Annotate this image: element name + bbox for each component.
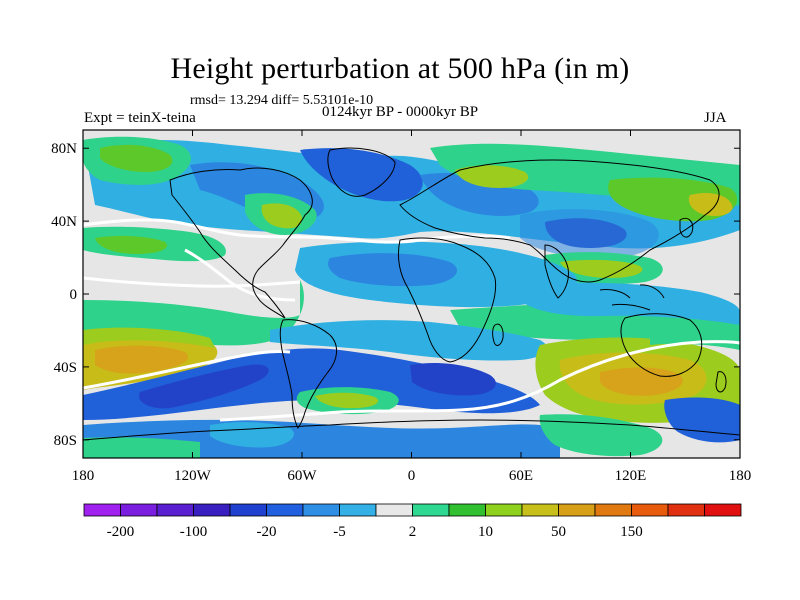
stats-text: rmsd= 13.294 diff= 5.53101e-10 [190, 93, 374, 108]
colorbar-label: -20 [257, 524, 277, 540]
field-lightblue-africa [328, 253, 458, 287]
field-lime-nam [261, 203, 303, 229]
colorbar-label: 50 [551, 524, 566, 540]
y-tick-label: 40S [54, 360, 77, 376]
plot-title: Height perturbation at 500 hPa (in m) [170, 52, 630, 85]
coast-africa [397, 237, 497, 363]
y-axis: 80N 40N 0 40S 80S [51, 141, 740, 449]
colorbar-label: 10 [478, 524, 493, 540]
period-label: 0124kyr BP - 0000kyr BP [322, 104, 479, 120]
colorbar-swatch [83, 503, 121, 517]
coast-se-asia-islands [599, 284, 665, 311]
colorbar-swatch [375, 503, 413, 517]
zero-contour-south [83, 340, 740, 422]
coast-madagascar [492, 323, 504, 346]
field-deepblue-south-atl [410, 363, 496, 396]
zero-contour-pac [184, 248, 296, 302]
field-lightblue-antarctic [83, 419, 560, 458]
x-tick-label: 60W [287, 468, 317, 484]
coast-australia [620, 313, 703, 377]
field-cyan-east [520, 282, 740, 325]
y-tick-label: 40N [51, 214, 77, 230]
y-tick-label: 80N [51, 141, 77, 157]
field-cyan-safr [270, 320, 548, 361]
colorbar-swatch [631, 503, 669, 517]
colorbar-label: -5 [333, 524, 346, 540]
coast-greenland [327, 147, 396, 197]
colorbar-label: -200 [107, 524, 135, 540]
colorbar-swatch [266, 503, 304, 517]
x-tick-label: 60E [509, 468, 533, 484]
field-orange-spac [95, 345, 189, 374]
colorbar-label: -100 [180, 524, 208, 540]
y-tick-label: 0 [70, 287, 78, 303]
x-tick-label: 0 [408, 468, 416, 484]
colorbar-swatch [704, 503, 742, 517]
colorbar-swatch [485, 503, 523, 517]
colorbar-swatch [667, 503, 705, 517]
coast-eurasia [399, 159, 720, 283]
field-green-south-edge [83, 437, 200, 458]
season-label: JJA [704, 110, 727, 126]
field-cyan-south-atl [210, 422, 294, 448]
field-lime-namerica [95, 235, 167, 254]
colorbar-label: 150 [620, 524, 643, 540]
field-blue-antarctic-east [664, 397, 740, 443]
coast-antarctica [83, 419, 740, 441]
colorbar-swatch [339, 503, 377, 517]
experiment-label: Expt = teinX-teina [84, 110, 196, 126]
field-cyan-tibet [520, 209, 659, 259]
field-green-spac-edge [83, 327, 215, 348]
zero-contour-tropics [83, 276, 301, 288]
x-tick-label: 120E [615, 468, 647, 484]
field-lime-npac [100, 144, 173, 172]
field-olive-pac [688, 193, 733, 216]
colorbar-swatch [558, 503, 596, 517]
colorbar-swatch [156, 503, 194, 517]
coast-north-america [169, 167, 313, 319]
coastlines [83, 147, 740, 441]
y-tick-label: 80S [54, 433, 77, 449]
colorbar-swatch [412, 503, 450, 517]
field-lime-india [560, 259, 643, 278]
x-tick-label: 180 [729, 468, 752, 484]
colorbar-swatch [302, 503, 340, 517]
x-axis: 180 120W 60W 0 60E 120E 180 [72, 130, 752, 484]
x-tick-label: 120W [174, 468, 212, 484]
colorbar-swatch [521, 503, 559, 517]
field-orange-sind [600, 367, 683, 396]
coast-india [544, 244, 569, 299]
x-tick-label: 180 [72, 468, 95, 484]
colorbar-swatch [229, 503, 267, 517]
colorbar-swatch [193, 503, 231, 517]
colorbar-label: 2 [409, 524, 417, 540]
contour-field [83, 130, 740, 458]
colorbar-swatch [594, 503, 632, 517]
coast-new-zealand [715, 371, 727, 393]
coast-japan [679, 217, 694, 238]
field-yellow-satl [315, 392, 379, 409]
coast-south-america [279, 319, 337, 429]
field-lime-asia [455, 165, 529, 188]
colorbar-swatch [448, 503, 486, 517]
colorbar: -200 -100 -20 -5 2 10 50 150 [83, 503, 742, 540]
colorbar-swatch [120, 503, 158, 517]
field-blue-arctic [300, 148, 423, 202]
field-deepblue-south [139, 364, 269, 409]
